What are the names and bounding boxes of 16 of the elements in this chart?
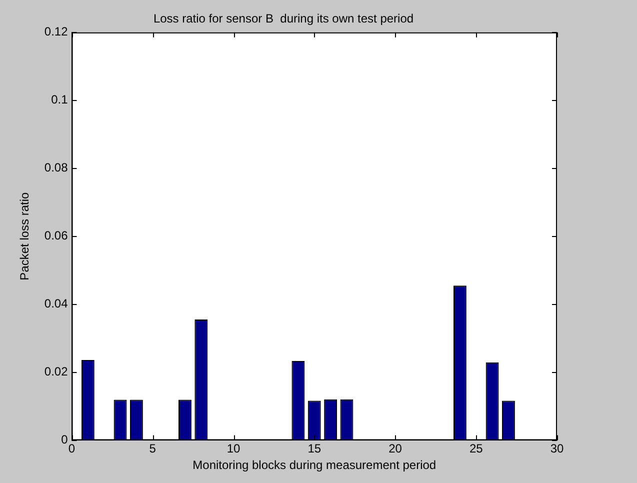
- x-tick-label: 15: [308, 442, 322, 456]
- x-tick-label: 20: [388, 442, 402, 456]
- y-tick-label: 0.04: [44, 296, 68, 311]
- y-tick-label: 0.06: [44, 228, 68, 243]
- y-tick-label: 0.02: [44, 364, 68, 379]
- x-tick-label: 30: [550, 442, 564, 456]
- y-tick-label: 0.08: [44, 160, 68, 175]
- x-tick-label: 10: [226, 442, 240, 456]
- y-tick-label: 0: [61, 432, 68, 447]
- x-tick-label: 5: [149, 442, 156, 456]
- y-tick-label: 0.12: [44, 24, 68, 39]
- x-tick-label: 25: [469, 442, 484, 456]
- y-tick-label: 0.1: [51, 92, 68, 107]
- y-axis-title: Packet loss ratio: [18, 192, 32, 280]
- chart-title: Loss ratio for sensor B during its own test period: [153, 12, 414, 26]
- x-axis-title: Monitoring blocks during measurement period: [192, 458, 436, 472]
